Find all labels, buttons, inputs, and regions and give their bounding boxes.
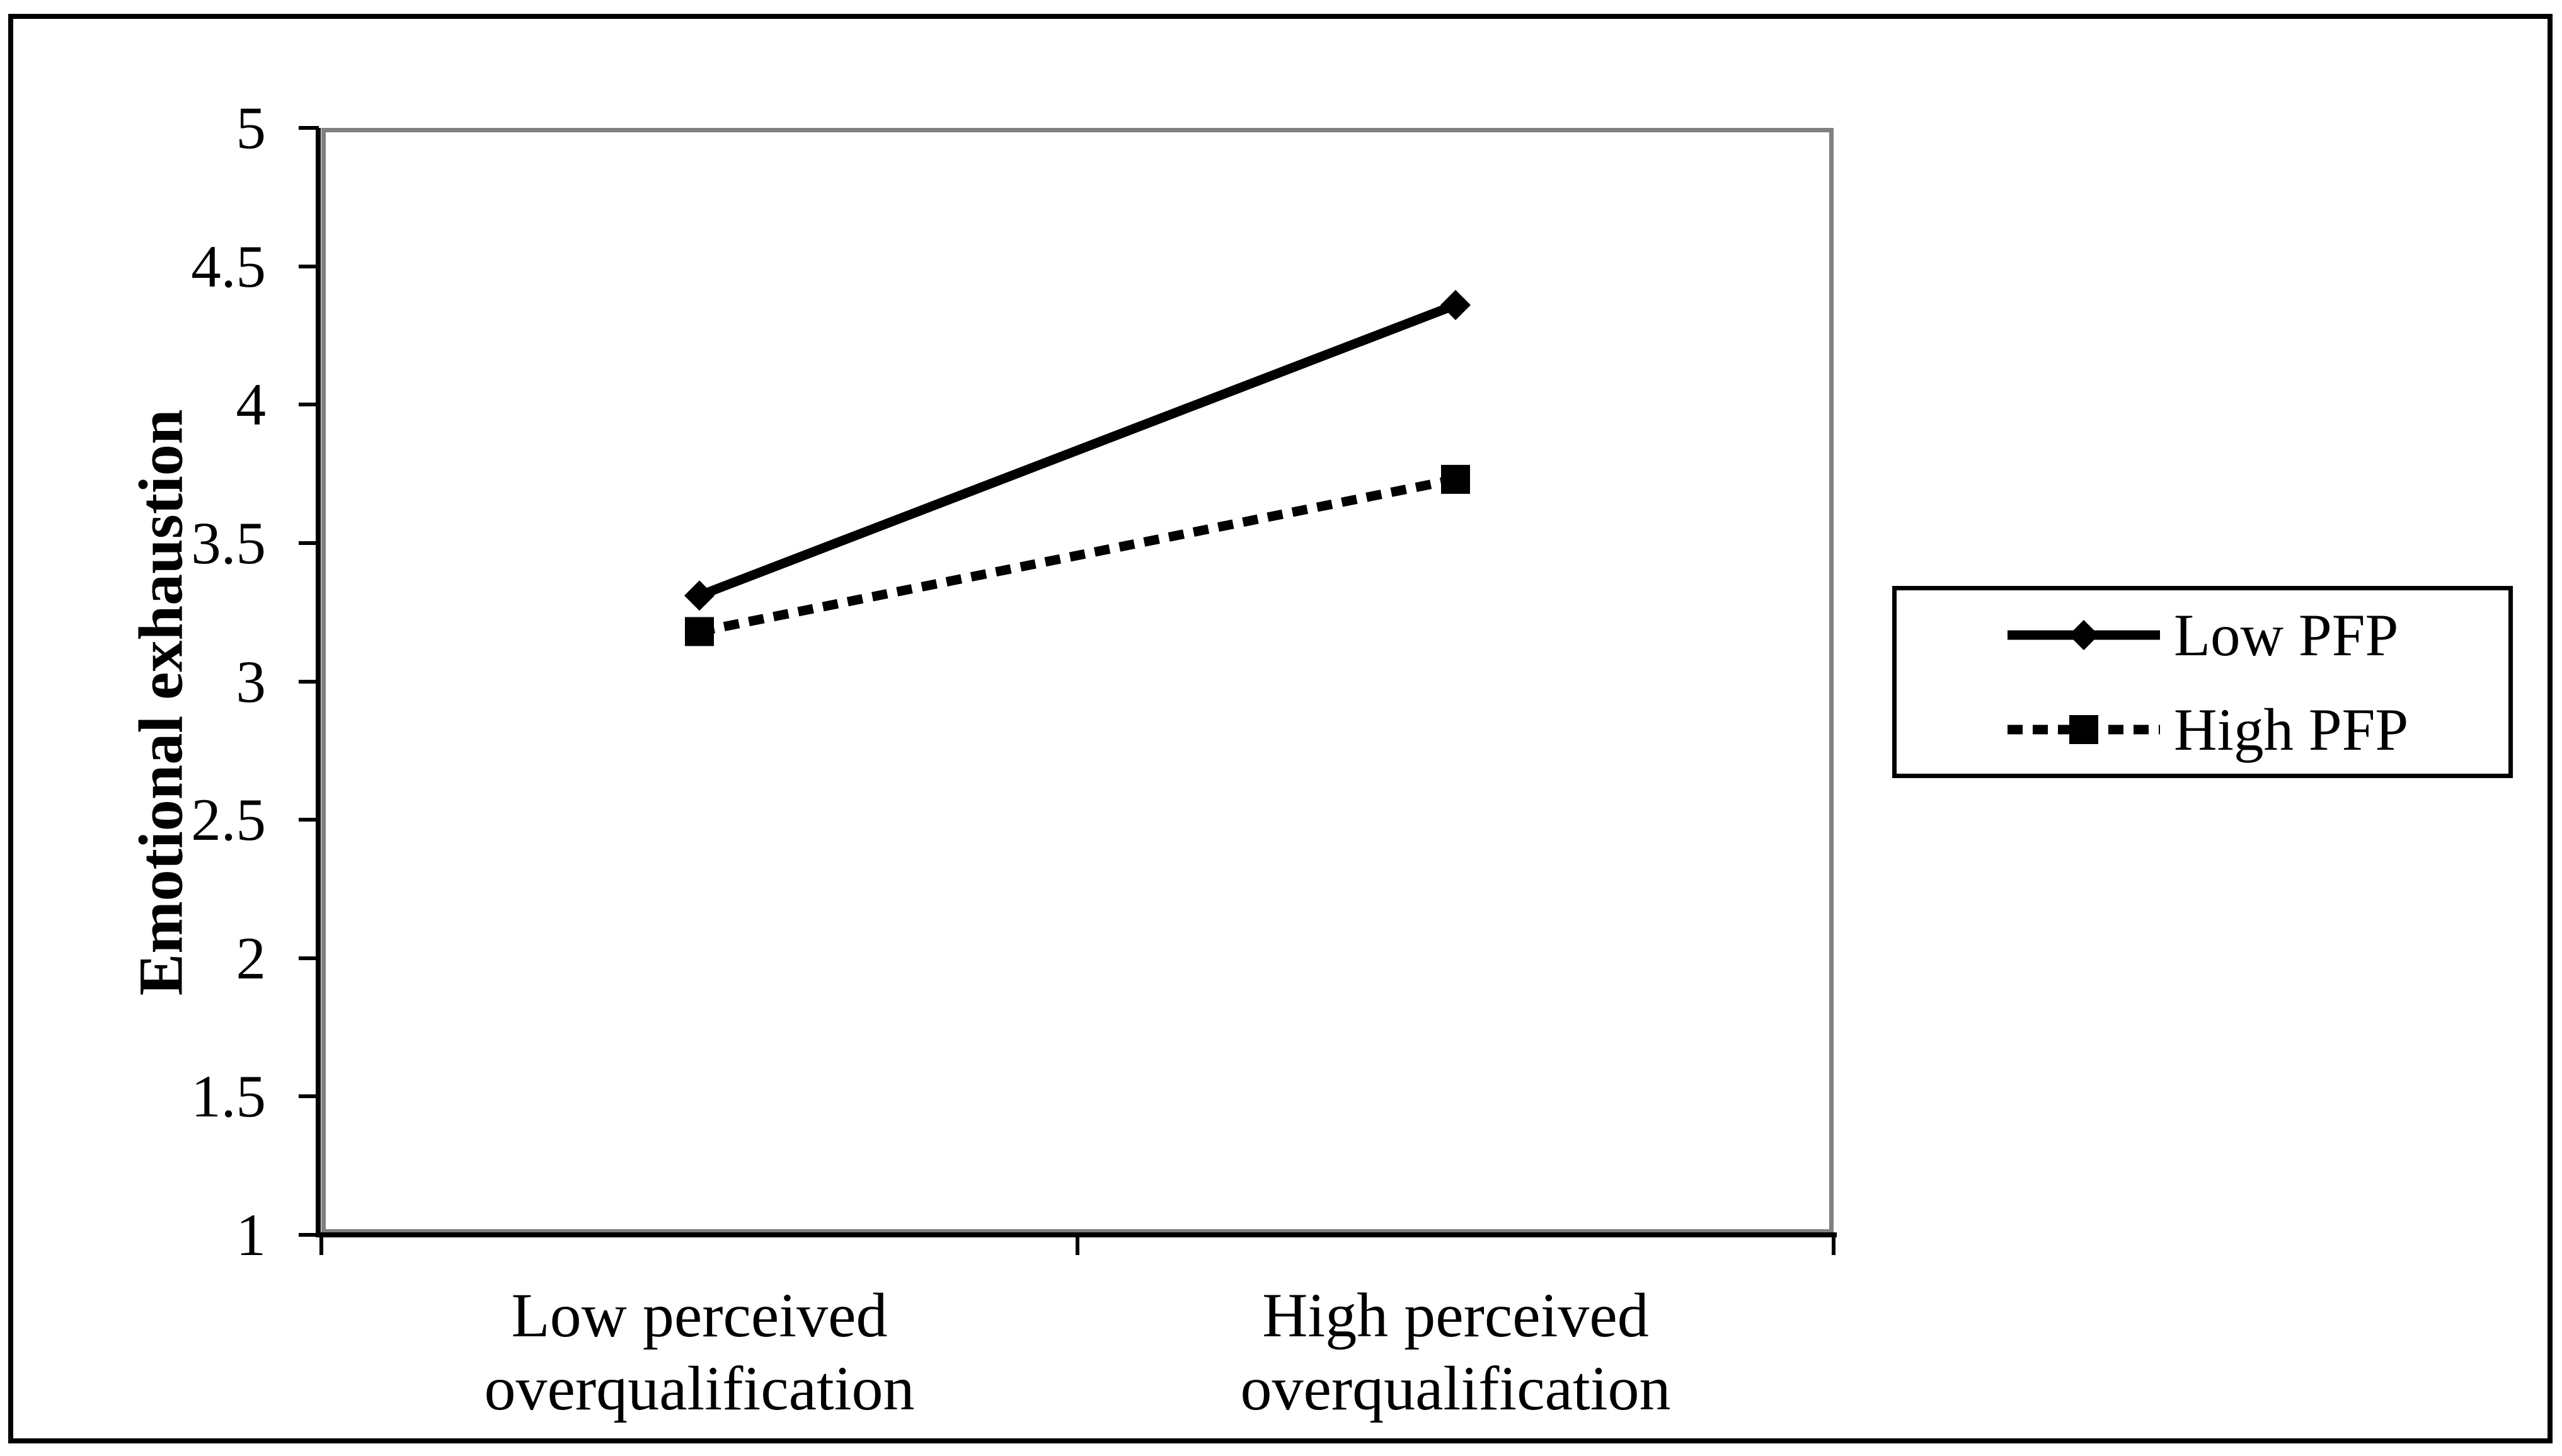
legend-sample-dashed-line [2008, 715, 2160, 744]
legend-label: High PFP [2174, 696, 2409, 763]
y-tick-mark [299, 1233, 319, 1237]
y-tick-mark [299, 956, 319, 960]
y-tick-mark [299, 541, 319, 545]
x-tick-mark [319, 1237, 323, 1255]
x-axis-line [316, 1232, 1837, 1237]
y-tick-label: 5 [236, 95, 267, 161]
y-tick-mark [299, 264, 319, 268]
diamond-marker [2068, 619, 2100, 651]
x-tick-mark [1832, 1237, 1835, 1255]
square-marker [2069, 715, 2098, 744]
legend-sample-solid-line [2008, 619, 2160, 651]
legend-label: Low PFP [2174, 602, 2399, 668]
y-tick-label: 4 [236, 371, 267, 439]
y-tick-mark [299, 818, 319, 822]
y-tick-label: 2.5 [191, 786, 266, 854]
plot-area [321, 128, 1834, 1234]
x-tick-mark [1076, 1237, 1079, 1255]
legend-entry: High PFP [2005, 692, 2408, 767]
y-tick-label: 2 [236, 924, 267, 992]
y-tick-mark [299, 679, 319, 684]
y-tick-mark [299, 126, 319, 130]
legend-entry: Low PFP [2005, 597, 2398, 673]
square-marker [1441, 464, 1470, 494]
x-category-label: Low perceived overqualification [484, 1280, 915, 1423]
y-tick-mark [299, 403, 319, 407]
y-tick-mark [299, 1094, 319, 1099]
y-tick-label: 3 [236, 648, 267, 715]
x-category-label: High perceived overqualification [1240, 1280, 1671, 1423]
y-tick-label: 3.5 [191, 509, 266, 576]
y-tick-label: 1.5 [191, 1063, 266, 1130]
diamond-marker [1440, 290, 1471, 321]
square-marker [685, 617, 714, 646]
series-line-high-pfp [698, 474, 1457, 636]
y-tick-label: 4.5 [191, 232, 266, 300]
series-line-low-pfp [698, 301, 1457, 600]
legend: Low PFP High PFP [1892, 586, 2513, 778]
y-tick-label: 1 [236, 1201, 267, 1268]
diamond-marker [684, 580, 715, 611]
figure-border [8, 14, 2553, 1443]
